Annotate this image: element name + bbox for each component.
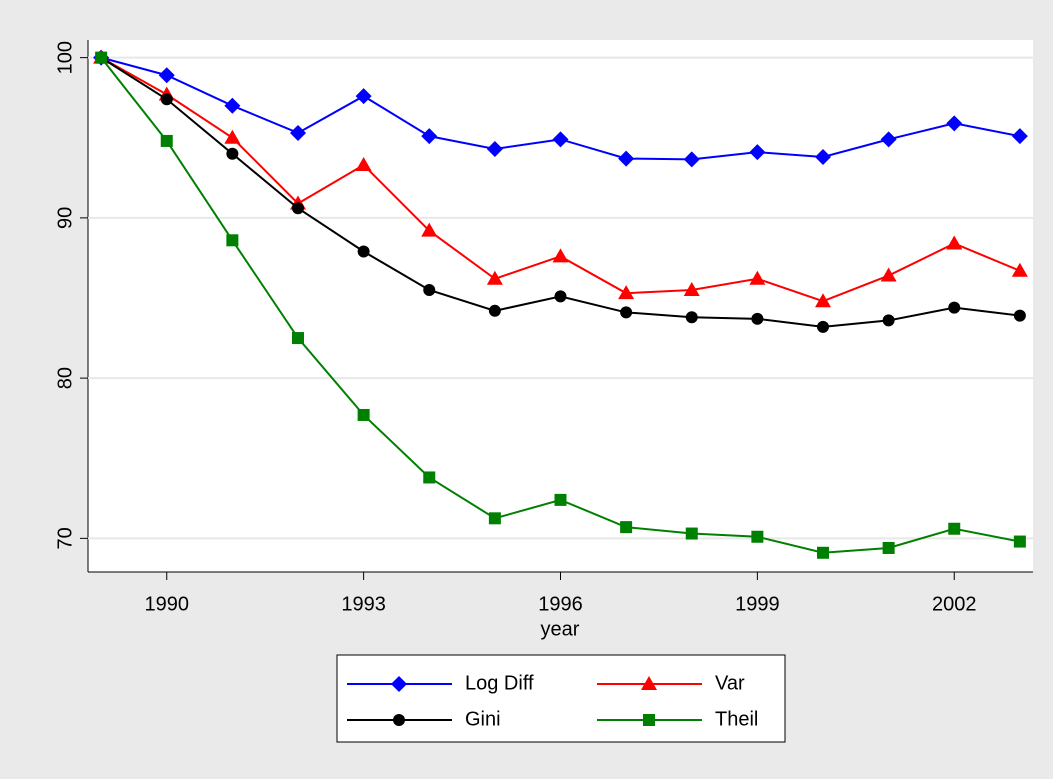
marker bbox=[1013, 535, 1026, 548]
marker bbox=[882, 541, 895, 554]
marker bbox=[292, 332, 304, 345]
marker bbox=[95, 51, 108, 64]
marker bbox=[641, 676, 657, 690]
marker bbox=[685, 311, 698, 324]
legend-label: Gini bbox=[465, 708, 501, 730]
x-tick-label: 2002 bbox=[932, 593, 977, 615]
marker bbox=[224, 129, 241, 144]
marker bbox=[160, 134, 173, 147]
marker bbox=[882, 314, 895, 327]
marker bbox=[880, 267, 897, 282]
marker bbox=[224, 97, 241, 114]
marker bbox=[421, 128, 438, 145]
marker bbox=[683, 151, 700, 168]
marker bbox=[751, 530, 764, 543]
marker bbox=[1011, 262, 1028, 277]
marker bbox=[292, 202, 304, 215]
marker bbox=[421, 222, 438, 237]
marker bbox=[815, 148, 831, 165]
marker bbox=[817, 320, 829, 333]
marker bbox=[552, 131, 569, 148]
y-tick-label: 90 bbox=[54, 207, 76, 229]
marker bbox=[554, 290, 567, 303]
marker bbox=[486, 270, 503, 285]
y-tick-label: 70 bbox=[54, 527, 76, 549]
marker bbox=[643, 714, 655, 726]
marker bbox=[355, 88, 372, 105]
marker bbox=[355, 156, 372, 171]
marker bbox=[618, 150, 635, 167]
x-tick-label: 1993 bbox=[341, 593, 386, 615]
marker bbox=[486, 140, 503, 157]
marker bbox=[1011, 128, 1028, 145]
x-tick-label: 1990 bbox=[145, 593, 190, 615]
legend-label: Theil bbox=[715, 708, 758, 730]
marker bbox=[290, 124, 306, 141]
y-tick-label: 80 bbox=[54, 367, 76, 389]
marker bbox=[423, 471, 436, 484]
marker bbox=[488, 304, 501, 317]
marker bbox=[554, 493, 567, 506]
marker bbox=[391, 676, 407, 692]
marker bbox=[552, 248, 569, 263]
marker bbox=[618, 285, 635, 300]
marker bbox=[946, 235, 963, 250]
marker bbox=[948, 301, 961, 314]
x-axis-label: year bbox=[541, 618, 580, 640]
legend-label: Log Diff bbox=[465, 672, 534, 694]
marker bbox=[160, 93, 173, 106]
legend-label: Var bbox=[715, 672, 745, 694]
marker bbox=[488, 512, 501, 525]
x-tick-label: 1996 bbox=[538, 593, 583, 615]
marker bbox=[158, 67, 175, 84]
marker bbox=[683, 281, 700, 296]
marker bbox=[749, 270, 766, 285]
marker bbox=[751, 312, 764, 325]
marker bbox=[226, 234, 239, 247]
marker bbox=[620, 521, 633, 534]
legend bbox=[336, 654, 786, 743]
marker bbox=[393, 714, 405, 726]
x-tick-label: 1999 bbox=[735, 593, 780, 615]
marker bbox=[948, 522, 961, 535]
marker bbox=[226, 147, 239, 160]
marker bbox=[946, 115, 963, 132]
y-tick-label: 100 bbox=[54, 41, 76, 74]
marker bbox=[815, 293, 831, 308]
marker bbox=[880, 131, 897, 148]
marker bbox=[357, 408, 370, 421]
marker bbox=[817, 546, 829, 559]
marker bbox=[685, 527, 698, 540]
marker bbox=[1013, 309, 1026, 322]
plot-area bbox=[88, 40, 1033, 572]
marker bbox=[423, 283, 436, 296]
marker bbox=[357, 245, 370, 258]
marker bbox=[749, 144, 766, 161]
marker bbox=[620, 306, 633, 319]
